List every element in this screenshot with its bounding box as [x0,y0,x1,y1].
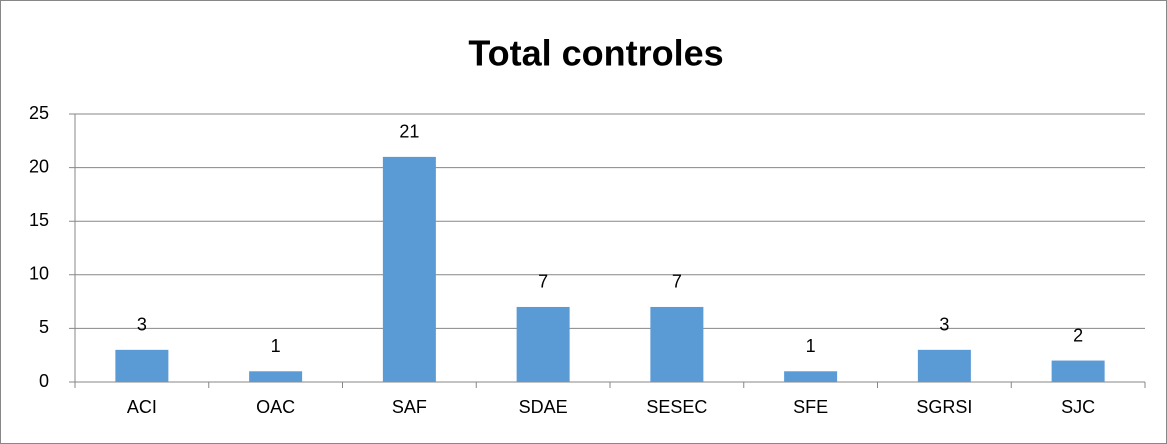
x-tick-label: SESEC [646,397,707,417]
bar [249,371,303,382]
data-label: 3 [939,315,949,335]
y-tick-label: 20 [29,156,49,176]
bar [784,371,838,382]
data-label: 21 [399,122,419,142]
data-label: 7 [672,272,682,292]
x-tick-label: SDAE [519,397,568,417]
x-tick-label: SJC [1061,397,1095,417]
x-tick-label: OAC [256,397,295,417]
chart-title: Total controles [468,33,723,74]
y-tick-label: 25 [29,103,49,123]
bar [115,349,169,382]
bar [650,306,704,382]
data-label: 2 [1073,325,1083,345]
x-tick-label: SAF [392,397,427,417]
x-tick-label: SGRSI [916,397,972,417]
x-tick-label: SFE [793,397,828,417]
y-tick-label: 10 [29,264,49,284]
bar [917,349,971,382]
y-tick-label: 5 [39,317,49,337]
data-label: 1 [271,336,281,356]
data-label: 7 [538,272,548,292]
y-tick-label: 0 [39,371,49,391]
bar [1051,360,1105,382]
data-label: 1 [806,336,816,356]
data-label: 3 [137,315,147,335]
y-tick-label: 15 [29,210,49,230]
bar [516,306,570,382]
bar [382,156,436,382]
x-tick-label: ACI [127,397,157,417]
